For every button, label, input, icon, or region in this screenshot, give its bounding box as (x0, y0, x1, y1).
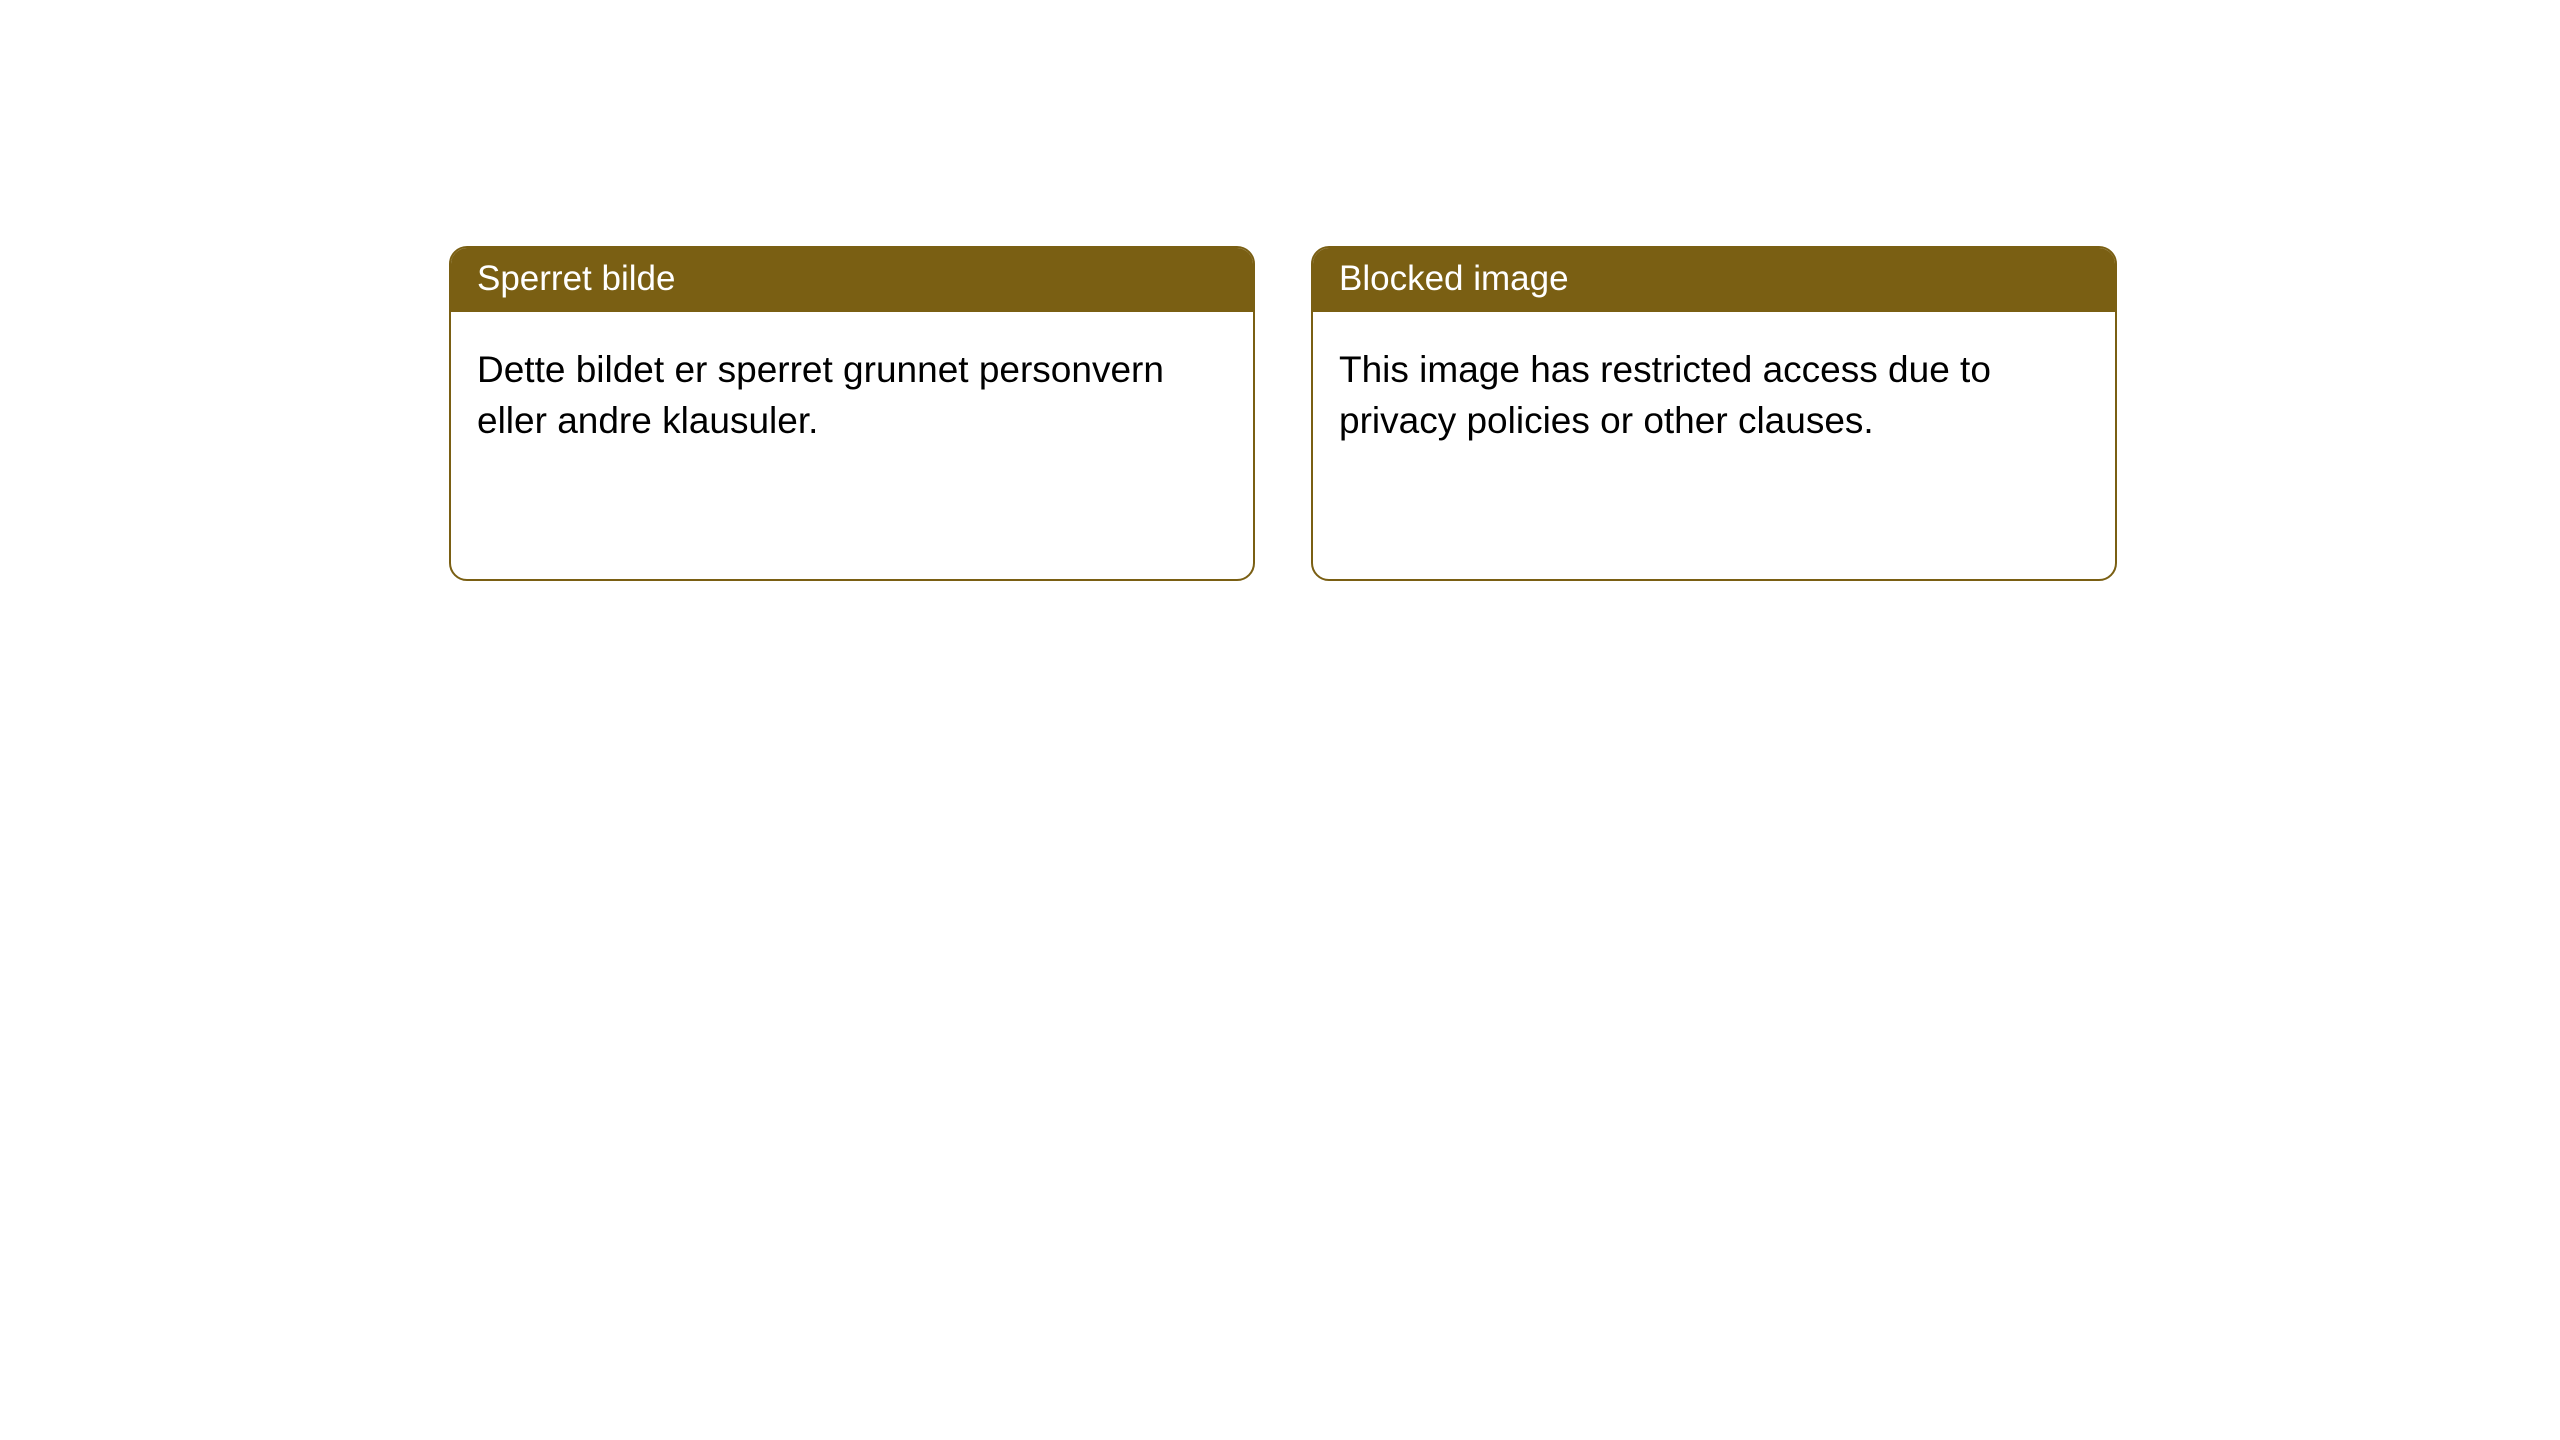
notice-container: Sperret bilde Dette bildet er sperret gr… (0, 0, 2560, 581)
notice-card-norwegian: Sperret bilde Dette bildet er sperret gr… (449, 246, 1255, 581)
notice-body: Dette bildet er sperret grunnet personve… (451, 312, 1253, 478)
notice-body-text: Dette bildet er sperret grunnet personve… (477, 349, 1164, 441)
notice-header: Sperret bilde (451, 248, 1253, 312)
notice-body-text: This image has restricted access due to … (1339, 349, 1991, 441)
notice-header: Blocked image (1313, 248, 2115, 312)
notice-card-english: Blocked image This image has restricted … (1311, 246, 2117, 581)
notice-body: This image has restricted access due to … (1313, 312, 2115, 478)
notice-title: Sperret bilde (477, 259, 675, 298)
notice-title: Blocked image (1339, 259, 1569, 298)
